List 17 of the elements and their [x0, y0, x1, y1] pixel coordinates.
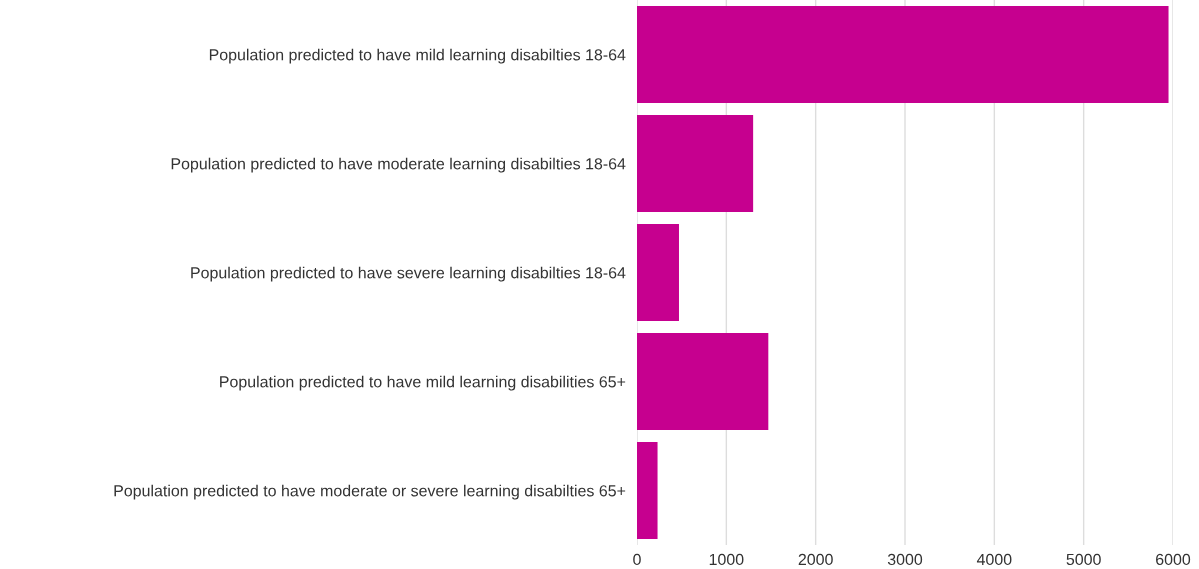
bar	[637, 441, 658, 539]
x-tick-label: 3000	[887, 553, 923, 566]
x-tick-label: 5000	[1066, 553, 1101, 566]
bar	[637, 115, 754, 213]
x-tick-label: 1000	[709, 553, 744, 566]
y-tick-label: Population predicted to have moderate or severe learning disabilties 65+	[114, 484, 626, 500]
bar	[637, 333, 769, 431]
bar	[637, 6, 1169, 104]
x-tick-label: 6000	[1156, 553, 1191, 566]
y-tick-label: Population predicted to have severe learning disabilties 18-64	[191, 266, 626, 282]
x-tick-label: 4000	[976, 553, 1012, 566]
y-tick-label: Population predicted to have mild learning disabilities 65+	[220, 375, 626, 391]
bar	[637, 224, 679, 322]
y-tick-label: Population predicted to have moderate learning disabilties 18-64	[171, 157, 626, 173]
x-tick-label: 2000	[798, 553, 833, 566]
y-tick-label: Population predicted to have mild learning disabilties 18-64	[209, 48, 626, 64]
x-tick-label: 0	[633, 553, 641, 566]
